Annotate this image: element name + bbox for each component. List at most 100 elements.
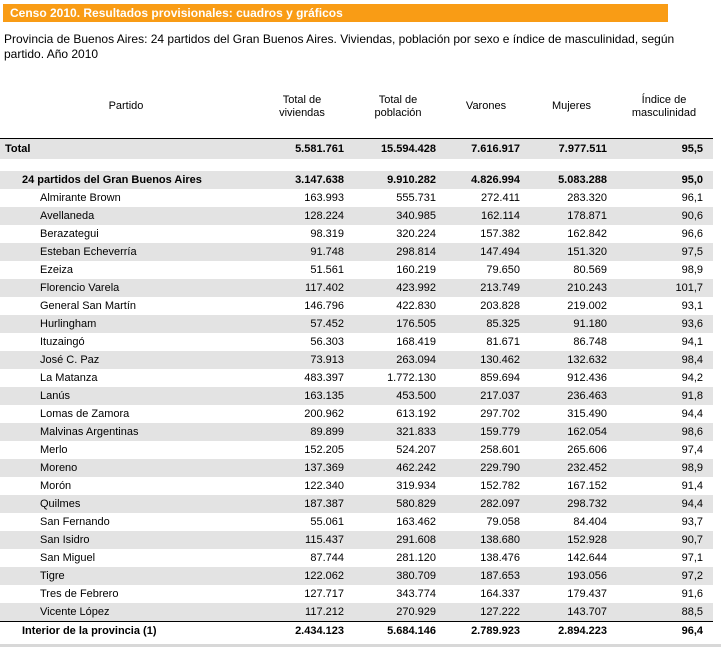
cell-value: 258.601 <box>480 444 520 456</box>
table-body: Total 5.581.761 15.594.428 7.616.917 7.977.5… <box>0 138 713 640</box>
cell-value: 98.319 <box>310 228 344 240</box>
row-label: Malvinas Argentinas <box>40 426 139 438</box>
column-header-label: Partido <box>108 100 144 112</box>
table-row: La Matanza 483.397 1.772.130 859.694 912.436… <box>0 369 713 387</box>
cell-value: 380.709 <box>396 570 436 582</box>
cell-value: 168.419 <box>396 336 436 348</box>
cell-value: 297.702 <box>480 408 520 420</box>
cell-value: 152.205 <box>304 444 344 456</box>
cell-value: 98,6 <box>681 426 703 438</box>
cell-value: 912.436 <box>567 372 607 384</box>
cell-value: 163.135 <box>304 390 344 402</box>
cell-value: 152.928 <box>567 534 607 546</box>
cell-value: 7.977.511 <box>558 143 607 155</box>
cell-value: 265.606 <box>567 444 607 456</box>
cell-value: 580.829 <box>396 498 436 510</box>
cell-value: 263.094 <box>396 354 436 366</box>
cell-value: 90,6 <box>681 210 703 222</box>
column-header-label: Índice de masculinidad <box>631 93 697 119</box>
table-row: Quilmes 187.387 580.829 282.097 298.732 94,4 <box>0 495 713 513</box>
table-row: Avellaneda 128.224 340.985 162.114 178.871 90… <box>0 207 713 225</box>
cell-value: 146.796 <box>304 300 344 312</box>
cell-value: 4.826.994 <box>471 174 520 186</box>
table-row: Interior de la provincia (1) 2.434.123 5.6… <box>0 621 713 640</box>
cell-value: 122.062 <box>304 570 344 582</box>
cell-value: 93,1 <box>681 300 703 312</box>
cell-value: 98,9 <box>681 264 703 276</box>
cell-value: 159.779 <box>480 426 520 438</box>
cell-value: 130.462 <box>480 354 520 366</box>
cell-value: 453.500 <box>396 390 436 402</box>
row-label: San Miguel <box>40 552 96 564</box>
cell-value: 91.180 <box>573 318 607 330</box>
cell-value: 98,9 <box>681 462 703 474</box>
cell-value: 176.505 <box>396 318 436 330</box>
cell-value: 91.748 <box>310 246 344 258</box>
cell-value: 859.694 <box>480 372 520 384</box>
cell-value: 95,0 <box>681 174 703 186</box>
cell-value: 160.219 <box>396 264 436 276</box>
table-row: Moreno 137.369 462.242 229.790 232.452 98,9 <box>0 459 713 477</box>
row-label: Lanús <box>40 390 70 402</box>
cell-value: 2.434.123 <box>295 625 344 637</box>
cell-value: 229.790 <box>480 462 520 474</box>
cell-value: 117.402 <box>305 282 344 294</box>
cell-value: 122.340 <box>304 480 344 492</box>
cell-value: 81.671 <box>486 336 520 348</box>
cell-value: 115.437 <box>305 534 344 546</box>
cell-value: 483.397 <box>304 372 344 384</box>
cell-value: 97,2 <box>681 570 703 582</box>
cell-value: 127.222 <box>480 606 520 618</box>
cell-value: 555.731 <box>396 192 436 204</box>
cell-value: 283.320 <box>567 192 607 204</box>
cell-value: 187.387 <box>304 498 344 510</box>
cell-value: 128.224 <box>304 210 344 222</box>
banner-title: Censo 2010. Resultados provisionales: cu… <box>10 6 343 20</box>
column-header: Total de viviendas <box>252 75 352 139</box>
table-subtitle: Provincia de Buenos Aires: 24 partidos d… <box>4 32 675 61</box>
cell-value: 96,4 <box>681 625 703 637</box>
row-label: Merlo <box>40 444 68 456</box>
cell-value: 270.929 <box>396 606 436 618</box>
table-row: Esteban Echeverría 91.748 298.814 147.494 15… <box>0 243 713 261</box>
table-row: Berazategui 98.319 320.224 157.382 162.842 96… <box>0 225 713 243</box>
cell-value: 164.337 <box>480 588 520 600</box>
cell-value: 138.680 <box>480 534 520 546</box>
row-label: Almirante Brown <box>40 192 121 204</box>
cell-value: 9.910.282 <box>387 174 436 186</box>
table-row: José C. Paz 73.913 263.094 130.462 132.632 98… <box>0 351 713 369</box>
cell-value: 167.152 <box>567 480 607 492</box>
cell-value: 101,7 <box>675 282 703 294</box>
row-label: La Matanza <box>40 372 98 384</box>
cell-value: 142.644 <box>567 552 607 564</box>
cell-value: 179.437 <box>567 588 607 600</box>
row-label: Total <box>5 143 31 155</box>
cell-value: 193.056 <box>567 570 607 582</box>
cell-value: 97,5 <box>681 246 703 258</box>
cell-value: 319.934 <box>396 480 436 492</box>
cell-value: 137.369 <box>304 462 344 474</box>
table-row: Total 5.581.761 15.594.428 7.616.917 7.977.5… <box>0 138 713 159</box>
cell-value: 96,6 <box>681 228 703 240</box>
cell-value: 96,1 <box>681 192 703 204</box>
cell-value: 91,8 <box>681 390 703 402</box>
row-label: Tigre <box>40 570 65 582</box>
cell-value: 80.569 <box>573 264 607 276</box>
row-label: Morón <box>40 480 72 492</box>
column-header-label: Mujeres <box>551 100 592 112</box>
table-row: 24 partidos del Gran Buenos Aires 3.147.6… <box>0 171 713 189</box>
cell-value: 162.842 <box>567 228 607 240</box>
spacer-row <box>0 159 713 171</box>
row-label: José C. Paz <box>40 354 100 366</box>
cell-value: 291.608 <box>396 534 436 546</box>
column-header-label: Total de población <box>374 93 422 119</box>
cell-value: 298.814 <box>396 246 436 258</box>
cell-value: 95,5 <box>681 143 703 155</box>
cell-value: 94,4 <box>681 498 703 510</box>
row-label: Interior de la provincia (1) <box>22 625 157 637</box>
cell-value: 127.717 <box>304 588 344 600</box>
cell-value: 5.684.146 <box>387 625 436 637</box>
cell-value: 90,7 <box>681 534 703 546</box>
row-label: 24 partidos del Gran Buenos Aires <box>22 174 202 186</box>
cell-value: 524.207 <box>396 444 436 456</box>
